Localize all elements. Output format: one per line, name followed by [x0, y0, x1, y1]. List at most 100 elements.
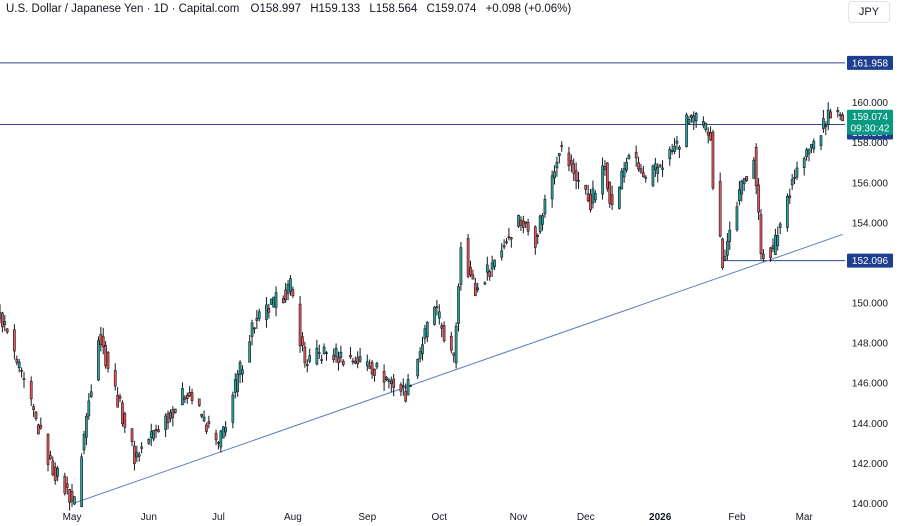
- candle: [255, 309, 259, 329]
- candle-body: [401, 385, 405, 388]
- candle-body: [248, 341, 251, 363]
- candle: [694, 111, 698, 128]
- candle-body: [661, 167, 664, 170]
- candle: [745, 176, 748, 182]
- level-tag-bg: [847, 253, 893, 268]
- candle-body: [841, 114, 844, 122]
- candle-body: [771, 245, 775, 250]
- candle-body: [449, 335, 453, 351]
- candle: [793, 169, 796, 185]
- candle: [401, 378, 405, 396]
- candle: [476, 282, 480, 293]
- candle: [104, 341, 107, 369]
- candle-body: [810, 144, 813, 149]
- candle-body: [812, 140, 816, 150]
- candle-body: [73, 496, 76, 505]
- candle-body: [418, 351, 422, 359]
- candle-body: [286, 284, 290, 294]
- candle-body: [116, 394, 119, 408]
- candle-body: [473, 283, 477, 296]
- candle: [53, 462, 57, 485]
- candle: [656, 163, 660, 183]
- candle: [435, 299, 439, 316]
- candle: [101, 327, 105, 355]
- currency-button[interactable]: JPY: [848, 1, 890, 23]
- candle: [519, 216, 523, 231]
- candle: [769, 246, 772, 262]
- candle-body: [87, 400, 91, 417]
- candle: [82, 430, 86, 455]
- candle-body: [778, 223, 782, 228]
- candle-body: [538, 215, 542, 233]
- candle-body: [205, 424, 208, 432]
- candle: [742, 178, 746, 191]
- candle: [97, 336, 100, 382]
- candle: [1, 311, 4, 333]
- candle: [200, 413, 203, 419]
- y-tick-label: 146.000: [852, 379, 889, 390]
- candle-body: [133, 445, 136, 464]
- candle-body: [197, 398, 201, 406]
- candle: [317, 344, 321, 359]
- candle-body: [238, 362, 242, 376]
- candle: [738, 180, 741, 206]
- candle: [56, 465, 59, 482]
- candle: [135, 445, 139, 463]
- candle: [39, 417, 43, 430]
- candle: [308, 348, 312, 364]
- candle-body: [437, 311, 441, 319]
- level-tag: 152.096: [852, 256, 889, 267]
- candle-body: [740, 180, 744, 195]
- candle-body: [762, 253, 765, 259]
- candle-body: [745, 176, 748, 182]
- candle: [3, 315, 7, 332]
- candle: [550, 170, 554, 208]
- ohlc-close: C159.074: [426, 3, 477, 15]
- candle-body: [670, 150, 674, 152]
- candle-body: [171, 409, 175, 418]
- candle: [68, 488, 71, 511]
- candle-body: [706, 131, 710, 136]
- candle-body: [284, 289, 288, 301]
- candle: [651, 164, 655, 188]
- candle-body: [702, 121, 705, 126]
- candle: [524, 221, 528, 229]
- candle-body: [723, 256, 727, 260]
- candle-body: [231, 394, 235, 423]
- candle: [795, 161, 799, 181]
- candle: [181, 382, 184, 406]
- x-tick-label: Oct: [432, 512, 448, 523]
- candle: [505, 238, 508, 245]
- candle: [267, 303, 271, 319]
- candle-body: [351, 360, 355, 363]
- candle-body: [457, 286, 460, 324]
- candle: [560, 141, 564, 152]
- candle-body: [622, 168, 626, 178]
- candle: [452, 352, 456, 363]
- candle: [702, 116, 705, 129]
- candle-body: [476, 287, 480, 291]
- candle: [754, 143, 758, 195]
- candle: [507, 227, 511, 241]
- candle: [502, 239, 506, 250]
- candle-body: [185, 395, 189, 399]
- candle: [469, 260, 472, 278]
- candle-body: [320, 359, 324, 361]
- candle-body: [356, 357, 360, 365]
- candle-body: [200, 414, 203, 417]
- x-tick-label: Dec: [577, 512, 595, 523]
- candle: [154, 424, 158, 438]
- candle: [838, 112, 842, 121]
- candle-body: [121, 402, 124, 424]
- candle: [356, 351, 360, 369]
- candle-body: [606, 162, 609, 189]
- candle-body: [651, 165, 655, 186]
- candle-body: [454, 325, 458, 364]
- y-tick-label: 148.000: [852, 339, 889, 350]
- candle-body: [183, 397, 187, 400]
- symbol-title: U.S. Dollar / Japanese Yen · 1D · Capita…: [6, 3, 240, 15]
- candle-body: [594, 192, 597, 201]
- candle-body: [89, 391, 93, 398]
- candle: [248, 334, 251, 363]
